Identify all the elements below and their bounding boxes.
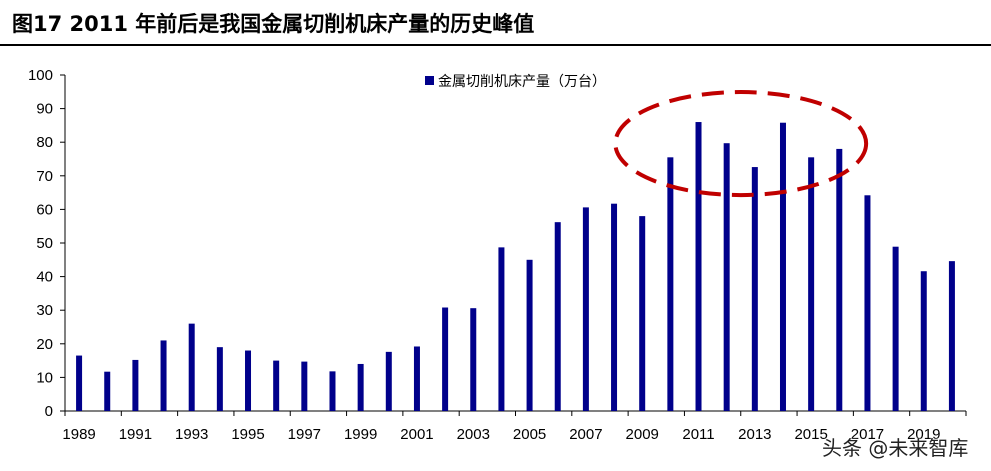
bar	[301, 361, 308, 411]
x-tick-label: 2019	[907, 426, 940, 443]
x-tick-label: 1989	[62, 426, 95, 443]
y-tick-label: 80	[36, 134, 53, 151]
bar	[442, 307, 449, 411]
y-tick-label: 0	[45, 403, 53, 420]
x-tick-label: 1993	[175, 426, 208, 443]
legend: 金属切削机床产量（万台）	[425, 74, 606, 90]
y-tick-label: 60	[36, 201, 53, 218]
bar	[245, 350, 252, 411]
figure-title-bar: 图17 2011 年前后是我国金属切削机床产量的历史峰值	[0, 0, 991, 44]
y-tick-label: 10	[36, 369, 53, 386]
bar	[611, 203, 618, 411]
x-tick-label: 2005	[513, 426, 546, 443]
bar	[948, 261, 955, 411]
legend-swatch	[425, 76, 434, 85]
bar	[667, 157, 674, 411]
x-tick-label: 2013	[738, 426, 771, 443]
peak-highlight-ellipse	[613, 90, 869, 198]
x-tick-label: 2007	[569, 426, 602, 443]
x-tick-label: 2011	[682, 426, 714, 443]
bar	[808, 157, 815, 411]
x-tick-label: 1997	[288, 426, 321, 443]
bar	[695, 122, 702, 411]
bar	[132, 359, 139, 411]
bar	[526, 259, 533, 411]
bar	[76, 355, 83, 411]
x-tick-label: 1999	[344, 426, 377, 443]
y-tick-label: 30	[36, 302, 53, 319]
bar	[160, 340, 167, 411]
bar	[864, 195, 871, 411]
bar	[329, 371, 336, 411]
y-axis: 0 10 20 30 40 50 60 70 80 90 100	[28, 67, 66, 420]
watermark: 头条 @未来智库	[822, 436, 969, 460]
y-tick-label: 20	[36, 336, 53, 353]
page-title: 图17 2011 年前后是我国金属切削机床产量的历史峰值	[12, 12, 535, 36]
bar	[751, 167, 758, 411]
y-tick-label: 100	[28, 67, 53, 84]
bar	[498, 247, 505, 411]
bar	[920, 271, 927, 411]
x-tick-label: 1995	[231, 426, 264, 443]
bar-series	[76, 122, 955, 412]
x-tick-label: 2003	[457, 426, 490, 443]
x-axis: 1989 1991 1993 1995 1997 1999 2001 2003 2005 2007…	[62, 410, 967, 443]
y-tick-label: 70	[36, 168, 53, 185]
bar	[723, 143, 730, 411]
bar	[104, 371, 111, 411]
legend-label: 金属切削机床产量（万台）	[438, 74, 606, 90]
y-tick-label: 90	[36, 101, 53, 118]
bar	[413, 346, 420, 411]
x-tick-label: 2017	[851, 426, 884, 443]
bar	[385, 351, 392, 411]
y-tick-label: 40	[36, 269, 53, 286]
x-tick-label: 2001	[400, 426, 433, 443]
x-tick-label: 2009	[626, 426, 659, 443]
bar	[582, 207, 589, 411]
bar	[216, 347, 223, 411]
title-divider	[0, 44, 991, 46]
x-tick-label: 2015	[794, 426, 827, 443]
bar	[779, 122, 786, 411]
bar	[639, 216, 646, 411]
x-tick-label: 1991	[119, 426, 152, 443]
bar	[188, 323, 195, 411]
bar	[470, 308, 477, 411]
bar	[892, 246, 899, 411]
bar	[836, 148, 843, 412]
y-tick-label: 50	[36, 235, 53, 252]
bar	[554, 222, 561, 411]
bar	[273, 360, 280, 411]
bar	[357, 363, 364, 411]
